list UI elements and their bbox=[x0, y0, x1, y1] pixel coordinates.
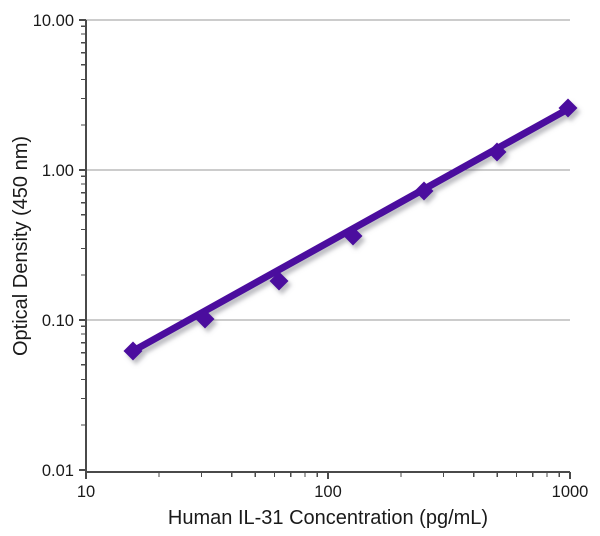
gridlines-horizontal bbox=[86, 19, 570, 321]
y-tick-label-0.01: 0.01 bbox=[42, 462, 74, 480]
data-point bbox=[558, 98, 578, 118]
data-point bbox=[123, 341, 143, 361]
x-tick-label-100: 100 bbox=[314, 483, 342, 501]
data-markers bbox=[123, 98, 578, 361]
y-tick-label-1: 1.00 bbox=[42, 162, 74, 180]
data-point bbox=[414, 181, 434, 201]
y-tick-label-10: 10.00 bbox=[33, 12, 74, 30]
series-group bbox=[123, 98, 578, 361]
x-tick-label-10: 10 bbox=[77, 483, 95, 501]
data-point bbox=[343, 226, 363, 246]
x-axis-minor-ticks bbox=[158, 472, 560, 477]
x-axis-title: Human IL-31 Concentration (pg/mL) bbox=[168, 507, 488, 529]
y-tick-label-0.1: 0.10 bbox=[42, 312, 74, 330]
y-axis-title: Optical Density (450 nm) bbox=[10, 136, 32, 356]
y-axis-minor-ticks bbox=[81, 25, 86, 426]
x-tick-label-1000: 1000 bbox=[552, 483, 589, 501]
data-point bbox=[487, 142, 507, 162]
y-axis-major-ticks bbox=[79, 19, 86, 471]
x-axis-major-ticks bbox=[85, 472, 571, 479]
data-point bbox=[195, 309, 215, 329]
data-point bbox=[269, 271, 289, 291]
